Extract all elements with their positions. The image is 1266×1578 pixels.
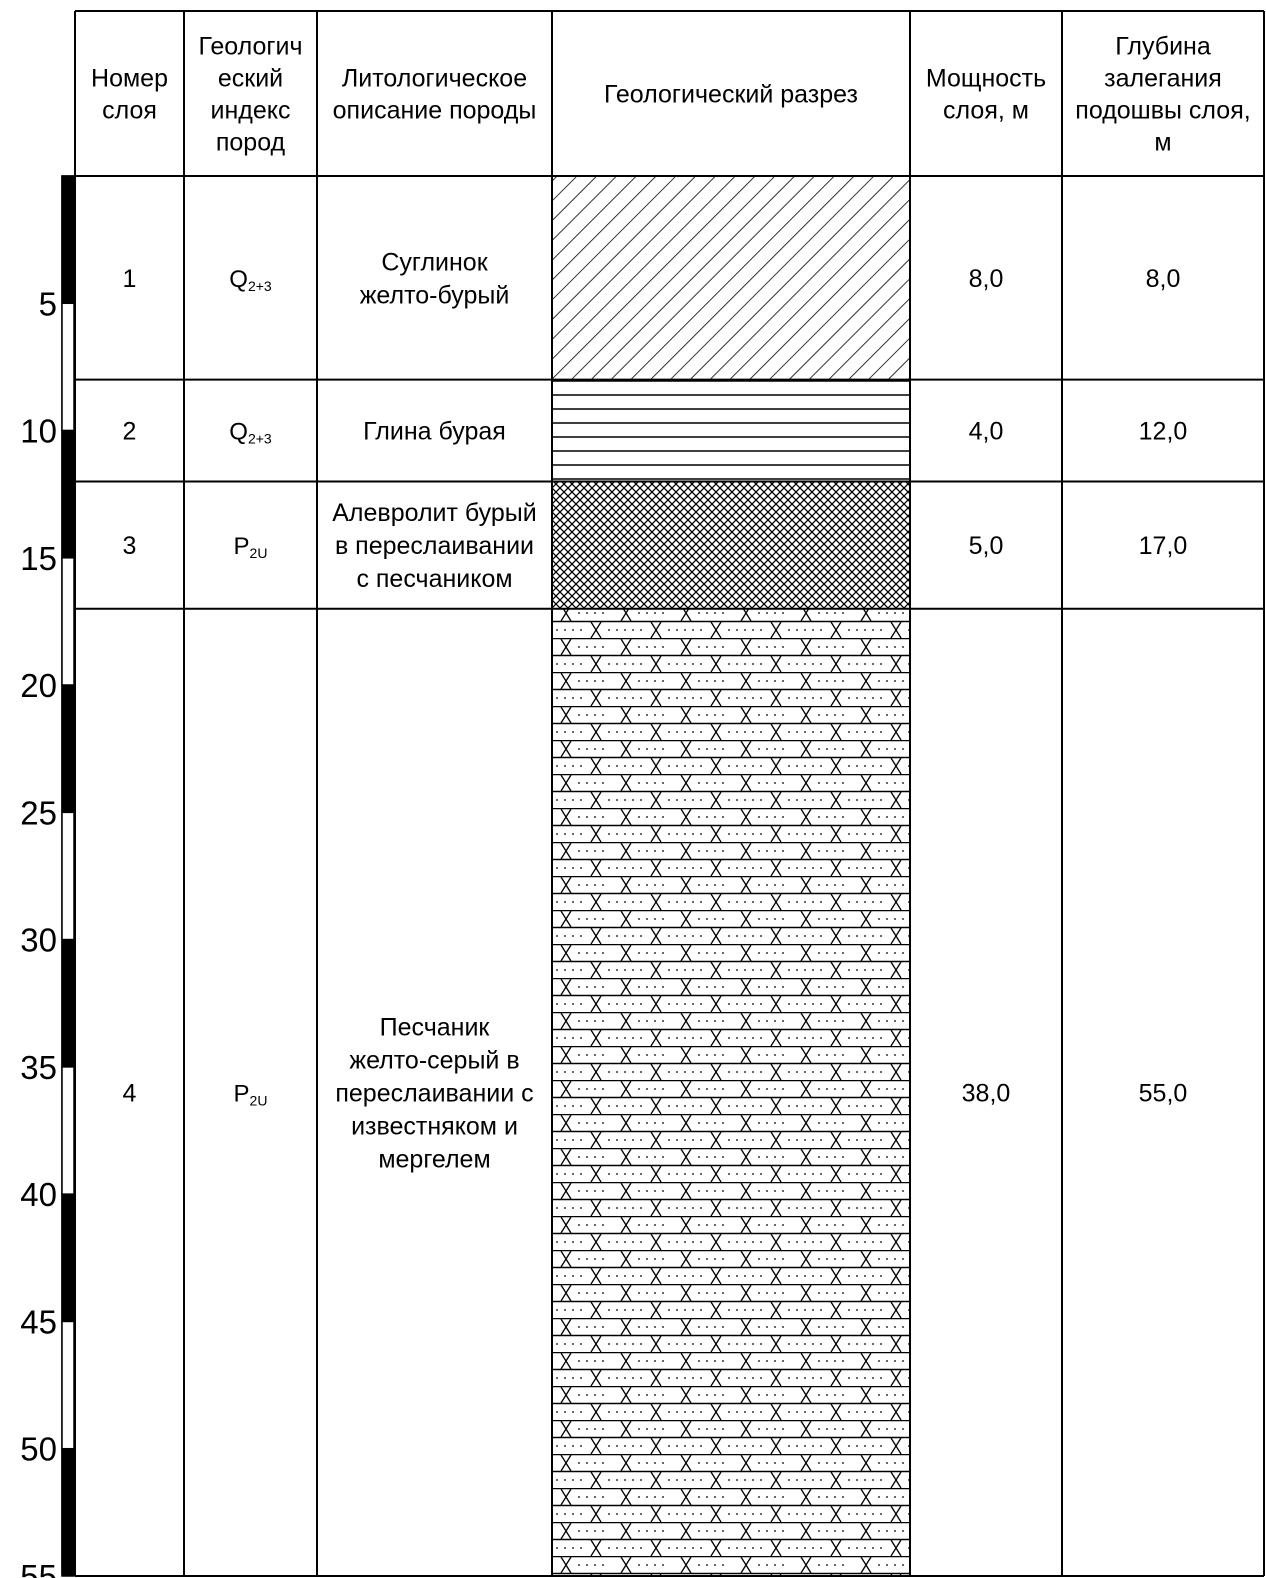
layer-thickness: 5,0 bbox=[969, 532, 1004, 560]
depth-scale-label: 45 bbox=[20, 1303, 57, 1340]
depth-scale-segment bbox=[61, 1320, 75, 1450]
section-fill-cross-hatch bbox=[552, 481, 910, 609]
geo-index: P2U bbox=[234, 1080, 268, 1108]
section-fill-horizontal-lines bbox=[552, 379, 910, 482]
depth-scale-segment bbox=[61, 811, 75, 941]
geo-index: Q2+3 bbox=[229, 419, 272, 447]
lithology-description: Глина бурая bbox=[363, 418, 506, 446]
depth-scale-segment bbox=[61, 557, 75, 686]
header-geo-index: Геологич еский индекс пород bbox=[198, 33, 302, 157]
depth-scale-segment bbox=[61, 429, 75, 559]
layer-bottom-depth: 8,0 bbox=[1146, 265, 1181, 293]
lithology-description: Суглинок желто-бурый bbox=[360, 248, 510, 309]
header-geologic-section: Геологический разрез bbox=[604, 81, 858, 109]
geo-index: Q2+3 bbox=[229, 266, 272, 294]
table-row: 4 P2U Песчаник желто-серый в переслаивании с… bbox=[123, 1013, 1188, 1173]
depth-scale-segment bbox=[61, 1066, 75, 1195]
header-lithology: Литологическое описание породы bbox=[333, 65, 537, 125]
depth-scale-segment bbox=[61, 302, 75, 432]
depth-scale-label: 25 bbox=[20, 794, 57, 831]
table-row: 3 P2U Алевролит бурый в переслаивании с песч… bbox=[123, 499, 1188, 593]
depth-scale-segment bbox=[61, 938, 75, 1068]
section-fill-diagonal-hatch bbox=[552, 176, 910, 380]
depth-scale: 5 10 15 20 25 30 35 40 45 50 55 bbox=[20, 175, 75, 1578]
geo-index: P2U bbox=[234, 533, 268, 561]
header-thickness: Мощность слоя, м bbox=[926, 65, 1046, 125]
depth-scale-label: 50 bbox=[20, 1431, 57, 1468]
layer-bottom-depth: 55,0 bbox=[1139, 1079, 1188, 1107]
depth-scale-segment bbox=[61, 175, 75, 305]
depth-scale-label: 40 bbox=[20, 1176, 57, 1213]
depth-scale-label: 20 bbox=[20, 667, 57, 704]
section-fill-sandstone-limestone bbox=[552, 608, 910, 1576]
layer-number: 4 bbox=[123, 1079, 137, 1107]
depth-scale-label: 35 bbox=[20, 1049, 57, 1086]
header-layer-number: Номер слоя bbox=[91, 65, 168, 125]
depth-scale-label: 5 bbox=[39, 285, 57, 322]
depth-scale-label: 55 bbox=[20, 1558, 57, 1578]
depth-scale-segment bbox=[61, 1447, 75, 1577]
header-bottom-depth: Глубина залегания подошвы слоя, м bbox=[1075, 33, 1250, 157]
layer-number: 3 bbox=[123, 532, 137, 560]
lithology-description: Песчаник желто-серый в переслаивании с изве… bbox=[335, 1013, 533, 1173]
layer-thickness: 38,0 bbox=[962, 1079, 1011, 1107]
depth-scale-label: 15 bbox=[20, 540, 57, 577]
depth-scale-label: 30 bbox=[20, 922, 57, 959]
depth-scale-label: 10 bbox=[20, 413, 57, 450]
layer-thickness: 4,0 bbox=[969, 418, 1004, 446]
layer-bottom-depth: 12,0 bbox=[1139, 418, 1188, 446]
table-grid bbox=[74, 10, 1265, 1577]
layer-number: 1 bbox=[123, 265, 137, 293]
layer-thickness: 8,0 bbox=[969, 265, 1004, 293]
depth-scale-segment bbox=[61, 1193, 75, 1323]
table-rows: 1 Q2+3 Суглинок желто-бурый 8,0 8,0 2 Q2+3 Глина… bbox=[123, 248, 1188, 1173]
lithology-description: Алевролит бурый в переслаивании с песчаник… bbox=[332, 499, 536, 593]
table-row: 1 Q2+3 Суглинок желто-бурый 8,0 8,0 bbox=[123, 248, 1181, 309]
table-header: Номер слоя Геологич еский индекс пород Литолог… bbox=[91, 33, 1251, 157]
depth-scale-segment bbox=[61, 684, 75, 814]
geologic-section-column bbox=[552, 176, 910, 1576]
layer-number: 2 bbox=[123, 418, 137, 446]
layer-bottom-depth: 17,0 bbox=[1139, 532, 1188, 560]
table-row: 2 Q2+3 Глина бурая 4,0 12,0 bbox=[123, 418, 1188, 447]
